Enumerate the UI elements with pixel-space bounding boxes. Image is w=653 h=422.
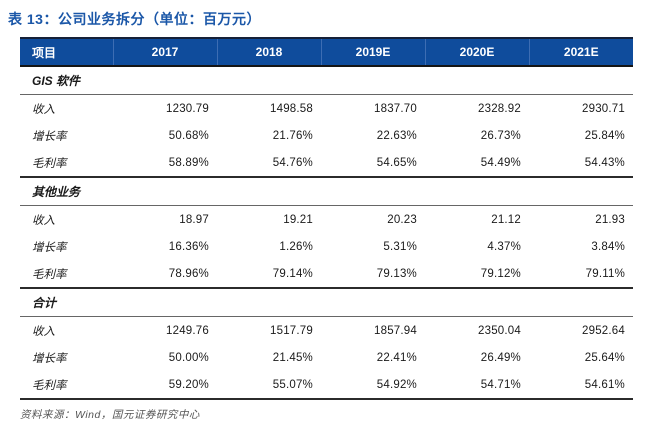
cell-value: 2930.71 <box>582 102 625 115</box>
column-header-item: 项目 <box>20 37 113 67</box>
cell-value: 1498.58 <box>270 102 313 115</box>
row-label: 毛利率 <box>20 371 113 400</box>
table-header: 项目 2017 2018 2019E 2020E 2021E <box>20 37 633 67</box>
cell-value: 4.37% <box>487 240 521 253</box>
section-name: 其他业务 <box>20 176 633 206</box>
section-header-row: 其他业务 <box>20 176 633 206</box>
cell-value: 21.76% <box>272 129 313 142</box>
row-label: 增长率 <box>32 352 67 365</box>
column-header-year-2021e: 2021E <box>528 37 633 67</box>
cell-value: 54.71% <box>425 371 529 400</box>
research-report-table-page: 表 13：公司业务拆分（单位：百万元） 项目 2017 2018 2019E 2020E… <box>0 9 653 421</box>
cell-value: 21.45% <box>272 351 313 364</box>
section-header-row: GIS 软件 <box>20 65 633 95</box>
cell-value: 1249.76 <box>166 324 209 337</box>
cell-value: 19.21 <box>283 213 313 226</box>
cell-value: 21.93 <box>595 213 625 226</box>
cell-value: 26.73% <box>480 129 521 142</box>
column-header-year-2019e: 2019E <box>320 37 425 67</box>
cell-value: 22.41% <box>376 351 417 364</box>
cell-value: 54.49% <box>425 149 529 178</box>
cell-value: 2952.64 <box>582 324 625 337</box>
column-header-year-2018: 2018 <box>216 37 321 67</box>
cell-value: 54.43% <box>529 149 633 178</box>
table-row: 毛利率 59.20% 55.07% 54.92% 54.71% 54.61% <box>20 371 633 400</box>
cell-value: 1230.79 <box>166 102 209 115</box>
table-row: 毛利率 58.89% 54.76% 54.65% 54.49% 54.43% <box>20 149 633 178</box>
cell-value: 55.07% <box>217 371 321 400</box>
row-label: 毛利率 <box>20 260 113 289</box>
cell-value: 25.64% <box>584 351 625 364</box>
column-header-year-2017: 2017 <box>112 37 217 67</box>
row-label: 增长率 <box>32 241 67 254</box>
cell-value: 58.89% <box>113 149 217 178</box>
cell-value: 5.31% <box>383 240 417 253</box>
cell-value: 2350.04 <box>478 324 521 337</box>
cell-value: 1517.79 <box>270 324 313 337</box>
cell-value: 3.84% <box>591 240 625 253</box>
business-breakdown-table: 项目 2017 2018 2019E 2020E 2021E GIS 软件收入 1230.7… <box>20 37 633 400</box>
cell-value: 79.12% <box>425 260 529 289</box>
table-body: GIS 软件收入 1230.79 1498.58 1837.70 2328.92 2930… <box>20 65 633 400</box>
cell-value: 50.68% <box>168 129 209 142</box>
cell-value: 78.96% <box>113 260 217 289</box>
table-row: 增长率 50.68% 21.76% 22.63% 26.73% 25.84% <box>20 122 633 149</box>
cell-value: 54.92% <box>321 371 425 400</box>
table-row: 收入 1249.76 1517.79 1857.94 2350.04 2952.64 <box>20 317 633 345</box>
cell-value: 20.23 <box>387 213 417 226</box>
cell-value: 79.13% <box>321 260 425 289</box>
row-label: 增长率 <box>32 130 67 143</box>
column-header-row: 项目 2017 2018 2019E 2020E 2021E <box>20 37 633 67</box>
table-row: 增长率 16.36% 1.26% 5.31% 4.37% 3.84% <box>20 233 633 260</box>
section-name: 合计 <box>20 287 633 317</box>
row-label: 毛利率 <box>20 149 113 178</box>
table-row: 毛利率 78.96% 79.14% 79.13% 79.12% 79.11% <box>20 260 633 289</box>
cell-value: 79.11% <box>529 260 633 289</box>
cell-value: 21.12 <box>491 213 521 226</box>
cell-value: 1837.70 <box>374 102 417 115</box>
cell-value: 18.97 <box>179 213 209 226</box>
cell-value: 16.36% <box>168 240 209 253</box>
cell-value: 1.26% <box>279 240 313 253</box>
row-label: 收入 <box>32 103 55 116</box>
section-header-row: 合计 <box>20 287 633 317</box>
row-label: 收入 <box>32 325 55 338</box>
cell-value: 26.49% <box>480 351 521 364</box>
cell-value: 25.84% <box>584 129 625 142</box>
cell-value: 79.14% <box>217 260 321 289</box>
table-title: 表 13：公司业务拆分（单位：百万元） <box>8 11 261 27</box>
cell-value: 59.20% <box>113 371 217 400</box>
table-row: 收入 18.97 19.21 20.23 21.12 21.93 <box>20 206 633 234</box>
column-header-year-2020e: 2020E <box>424 37 529 67</box>
cell-value: 22.63% <box>376 129 417 142</box>
source-note: 资料来源：Wind，国元证券研究中心 <box>20 409 200 421</box>
cell-value: 54.65% <box>321 149 425 178</box>
cell-value: 54.61% <box>529 371 633 400</box>
cell-value: 1857.94 <box>374 324 417 337</box>
cell-value: 2328.92 <box>478 102 521 115</box>
cell-value: 50.00% <box>168 351 209 364</box>
section-name: GIS 软件 <box>20 65 633 95</box>
cell-value: 54.76% <box>217 149 321 178</box>
table-row: 增长率 50.00% 21.45% 22.41% 26.49% 25.64% <box>20 344 633 371</box>
row-label: 收入 <box>32 214 55 227</box>
table-row: 收入 1230.79 1498.58 1837.70 2328.92 2930.71 <box>20 95 633 123</box>
